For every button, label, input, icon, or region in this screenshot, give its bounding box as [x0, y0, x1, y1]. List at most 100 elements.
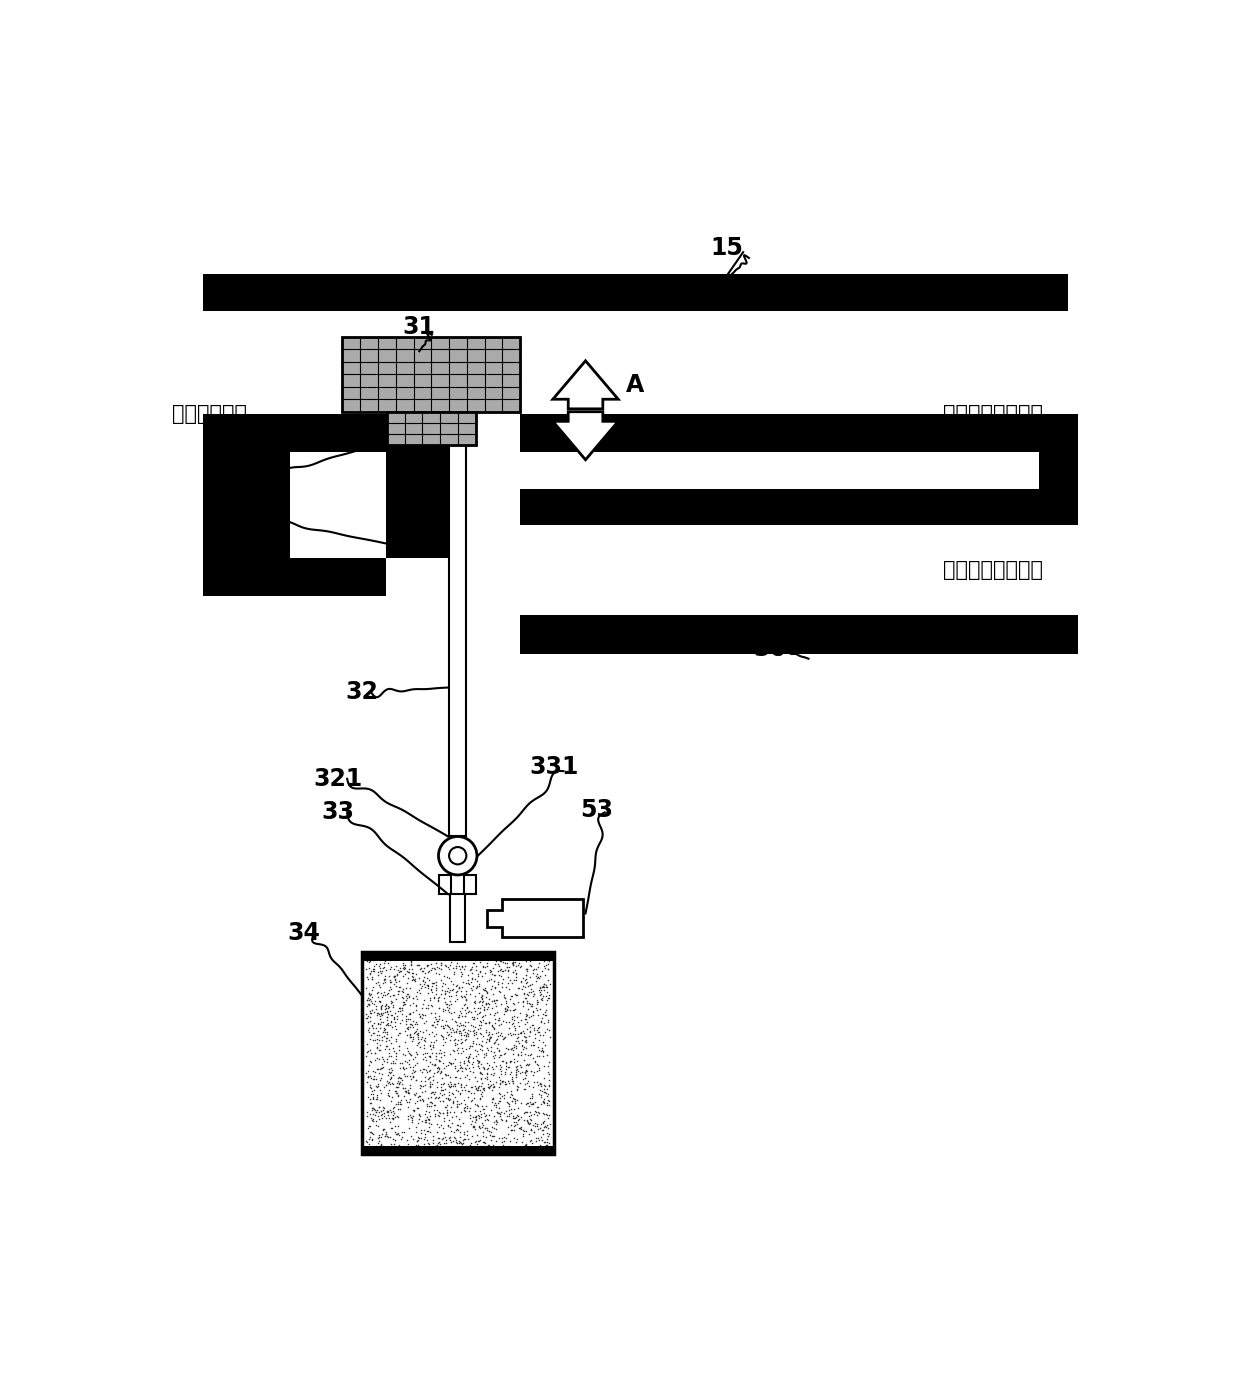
Point [517, 970, 537, 992]
Point [465, 1099, 485, 1122]
Point [512, 1123, 532, 1145]
Point [417, 1094, 436, 1116]
Point [531, 1011, 551, 1033]
Point [448, 1013, 467, 1036]
Point [439, 994, 459, 1016]
Point [461, 1133, 481, 1155]
Point [432, 958, 451, 980]
Point [460, 983, 480, 1005]
Point [537, 1113, 557, 1136]
Point [360, 994, 379, 1016]
Point [361, 999, 381, 1022]
Point [534, 1077, 554, 1099]
Point [494, 1049, 513, 1072]
Point [490, 1054, 510, 1076]
Point [495, 1073, 515, 1095]
Point [528, 1127, 548, 1150]
Point [435, 1079, 455, 1101]
Point [508, 1076, 528, 1098]
Point [522, 1119, 542, 1141]
Point [392, 1094, 412, 1116]
Point [436, 1027, 456, 1049]
Point [439, 945, 459, 967]
Point [446, 1130, 466, 1152]
Point [368, 1130, 388, 1152]
Point [503, 960, 523, 983]
Point [518, 1112, 538, 1134]
Point [436, 992, 456, 1015]
Point [469, 1105, 489, 1127]
Point [455, 1029, 475, 1051]
Point [451, 1002, 471, 1024]
Point [436, 1094, 456, 1116]
Point [500, 1086, 520, 1108]
Point [531, 983, 551, 1005]
Point [517, 1138, 537, 1161]
Point [458, 1054, 477, 1076]
Point [357, 988, 377, 1011]
Point [534, 979, 554, 1001]
Point [432, 1079, 451, 1101]
Point [443, 1105, 463, 1127]
Point [408, 1138, 428, 1161]
Point [456, 1094, 476, 1116]
Point [465, 997, 485, 1019]
Point [438, 977, 458, 999]
Point [432, 1079, 451, 1101]
Point [455, 992, 475, 1015]
Point [464, 974, 484, 997]
Point [505, 998, 525, 1020]
Point [495, 1026, 515, 1048]
Point [365, 1098, 384, 1120]
Point [476, 1019, 496, 1041]
Point [374, 1105, 394, 1127]
Point [363, 955, 383, 977]
Point [405, 967, 425, 990]
Point [376, 1123, 396, 1145]
Point [502, 1013, 522, 1036]
Point [379, 1058, 399, 1080]
Point [392, 999, 412, 1022]
Point [523, 1093, 543, 1115]
Point [427, 1076, 446, 1098]
Point [378, 1002, 398, 1024]
Point [409, 1002, 429, 1024]
Point [531, 984, 551, 1006]
Point [454, 1051, 474, 1073]
Point [407, 1069, 427, 1091]
Point [466, 1044, 486, 1066]
Point [415, 1099, 435, 1122]
Point [415, 1041, 435, 1063]
Point [435, 999, 455, 1022]
Point [505, 1098, 525, 1120]
Point [505, 1048, 525, 1070]
Point [539, 1090, 559, 1112]
Point [484, 1118, 503, 1140]
Point [469, 1074, 489, 1097]
Point [533, 945, 553, 967]
Point [496, 1099, 516, 1122]
Point [381, 1058, 401, 1080]
Point [373, 1119, 393, 1141]
Point [456, 988, 476, 1011]
Point [363, 1083, 383, 1105]
Point [397, 983, 417, 1005]
Point [517, 1029, 537, 1051]
Point [511, 1055, 531, 1077]
Point [495, 1041, 515, 1063]
Point [472, 1056, 492, 1079]
Point [438, 1055, 458, 1077]
Point [528, 956, 548, 979]
Point [466, 1130, 486, 1152]
Point [494, 1126, 513, 1148]
Point [453, 1112, 472, 1134]
Point [445, 1065, 465, 1087]
Point [497, 955, 517, 977]
Point [374, 1076, 394, 1098]
Point [420, 1073, 440, 1095]
Point [446, 1020, 466, 1042]
Point [422, 1041, 441, 1063]
Point [389, 976, 409, 998]
Point [389, 1073, 409, 1095]
Point [405, 1045, 425, 1068]
